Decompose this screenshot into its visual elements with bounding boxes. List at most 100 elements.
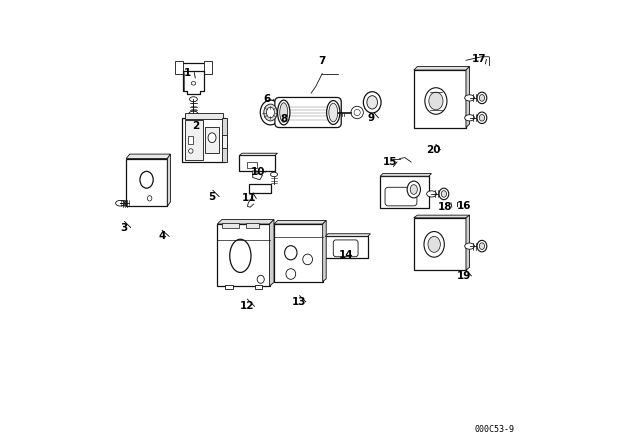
Polygon shape <box>466 66 470 128</box>
Text: 2: 2 <box>193 121 200 131</box>
Ellipse shape <box>477 241 487 252</box>
Ellipse shape <box>425 88 447 114</box>
Polygon shape <box>167 154 170 206</box>
Ellipse shape <box>189 149 193 153</box>
Bar <box>182 118 225 162</box>
Ellipse shape <box>429 92 443 110</box>
Ellipse shape <box>439 188 449 200</box>
Polygon shape <box>325 234 371 237</box>
Text: 3: 3 <box>120 223 127 233</box>
Ellipse shape <box>479 95 484 101</box>
Text: 8: 8 <box>280 114 287 124</box>
Text: 11: 11 <box>242 194 257 203</box>
Text: 6: 6 <box>263 94 271 104</box>
Polygon shape <box>126 154 170 159</box>
Polygon shape <box>380 173 431 176</box>
Ellipse shape <box>351 106 364 119</box>
Ellipse shape <box>303 254 312 265</box>
Text: 16: 16 <box>457 201 472 211</box>
Bar <box>246 223 259 228</box>
Bar <box>274 224 323 281</box>
Ellipse shape <box>257 276 264 283</box>
Text: 14: 14 <box>339 250 354 260</box>
Text: 20: 20 <box>426 145 440 155</box>
Ellipse shape <box>367 96 378 109</box>
Text: 12: 12 <box>240 302 255 311</box>
Polygon shape <box>269 220 274 286</box>
Ellipse shape <box>264 104 277 121</box>
Ellipse shape <box>364 92 381 113</box>
Bar <box>222 118 227 162</box>
Ellipse shape <box>427 191 436 197</box>
Ellipse shape <box>208 133 216 142</box>
Bar <box>188 135 193 144</box>
Bar <box>186 120 203 160</box>
Ellipse shape <box>441 190 447 197</box>
Polygon shape <box>126 159 167 206</box>
Ellipse shape <box>477 112 487 124</box>
Bar <box>205 127 219 153</box>
FancyBboxPatch shape <box>275 98 341 128</box>
Bar <box>239 155 275 171</box>
Ellipse shape <box>140 171 153 188</box>
Ellipse shape <box>230 239 251 272</box>
Bar <box>177 64 209 71</box>
Ellipse shape <box>465 95 474 101</box>
Ellipse shape <box>407 181 420 198</box>
Ellipse shape <box>189 111 198 117</box>
Ellipse shape <box>428 237 440 252</box>
Text: 15: 15 <box>383 157 397 167</box>
Ellipse shape <box>286 269 296 279</box>
Ellipse shape <box>116 200 124 206</box>
Polygon shape <box>414 66 470 70</box>
Ellipse shape <box>410 185 417 194</box>
Ellipse shape <box>260 100 280 125</box>
Ellipse shape <box>266 107 275 118</box>
Text: 13: 13 <box>291 297 306 307</box>
Ellipse shape <box>271 172 278 177</box>
Polygon shape <box>218 220 274 224</box>
Text: 19: 19 <box>457 271 472 281</box>
Ellipse shape <box>479 115 484 121</box>
Bar <box>225 285 233 289</box>
Bar <box>218 224 269 286</box>
Text: 5: 5 <box>209 192 216 202</box>
Ellipse shape <box>477 92 487 103</box>
Bar <box>414 70 466 128</box>
Polygon shape <box>414 215 470 218</box>
Bar <box>249 184 271 193</box>
Text: 9: 9 <box>368 113 375 123</box>
Bar <box>414 218 466 270</box>
Bar <box>222 223 239 228</box>
Ellipse shape <box>191 82 196 85</box>
Ellipse shape <box>465 243 474 249</box>
Text: 1: 1 <box>184 68 191 78</box>
Bar <box>204 61 212 73</box>
Bar <box>222 135 227 148</box>
Polygon shape <box>466 215 470 270</box>
Ellipse shape <box>326 100 340 125</box>
FancyBboxPatch shape <box>333 240 358 257</box>
Text: 7: 7 <box>319 56 326 66</box>
Polygon shape <box>323 220 326 281</box>
Ellipse shape <box>424 232 444 257</box>
Ellipse shape <box>285 246 297 260</box>
Ellipse shape <box>118 201 127 206</box>
Ellipse shape <box>329 103 338 122</box>
Bar <box>175 61 183 73</box>
Bar <box>248 162 257 168</box>
Ellipse shape <box>280 103 288 122</box>
Polygon shape <box>274 220 326 224</box>
Bar <box>184 112 223 119</box>
Ellipse shape <box>465 115 474 121</box>
Ellipse shape <box>354 109 360 116</box>
Bar <box>255 285 262 289</box>
Text: 10: 10 <box>251 167 266 177</box>
Ellipse shape <box>278 100 290 125</box>
Polygon shape <box>239 153 278 155</box>
FancyBboxPatch shape <box>385 187 417 206</box>
Text: 4: 4 <box>158 231 166 241</box>
Ellipse shape <box>189 97 197 102</box>
Polygon shape <box>253 171 262 180</box>
Bar <box>325 237 368 258</box>
